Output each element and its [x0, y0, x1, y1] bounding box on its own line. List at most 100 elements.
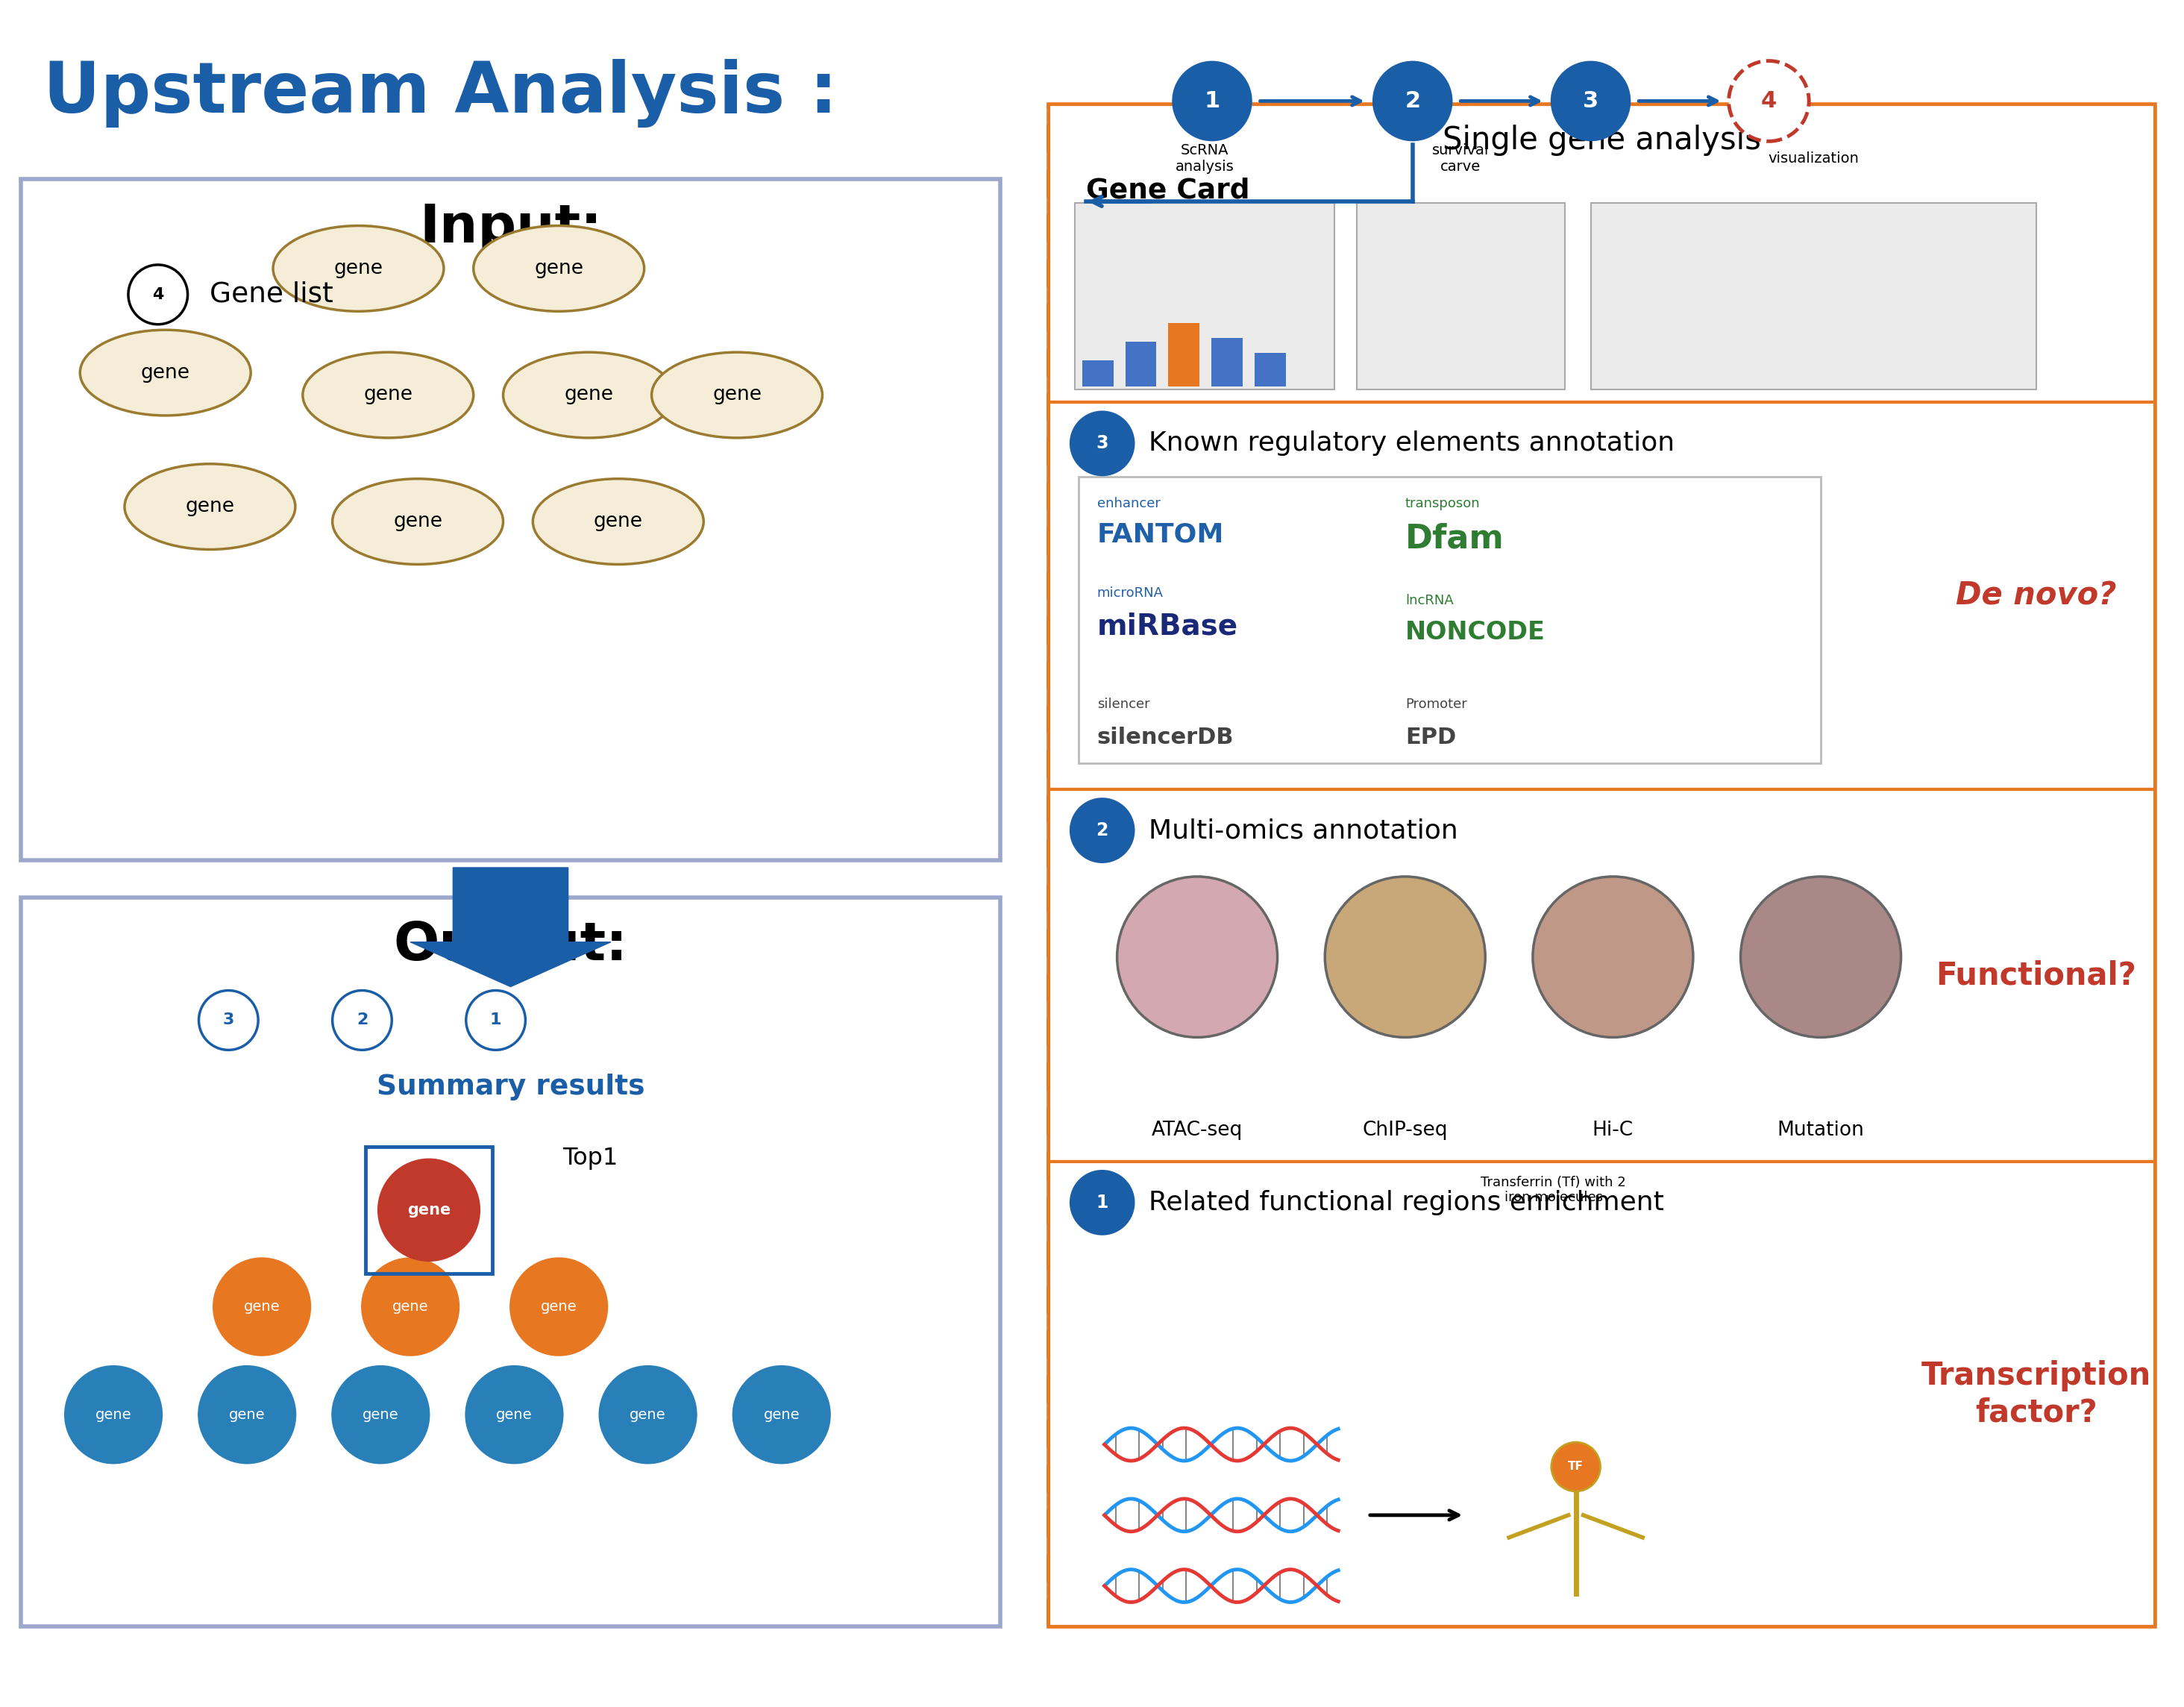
Text: 2: 2: [356, 1012, 367, 1028]
Text: gene: gene: [363, 1408, 400, 1422]
Circle shape: [1551, 61, 1631, 142]
Text: Multi-omics annotation: Multi-omics annotation: [1149, 818, 1459, 843]
Text: gene: gene: [496, 1408, 533, 1422]
Bar: [20, 898, 1000, 1627]
Text: Summary results: Summary results: [376, 1074, 644, 1101]
Circle shape: [129, 265, 188, 324]
Circle shape: [332, 990, 391, 1050]
Text: lncRNA: lncRNA: [1404, 594, 1452, 608]
Bar: [1048, 104, 2156, 1627]
Text: gene: gene: [96, 1408, 131, 1422]
Circle shape: [332, 1366, 428, 1463]
Text: EPD: EPD: [1404, 727, 1457, 749]
Bar: [1125, 341, 1155, 386]
Text: Transferrin (Tf) with 2
iron molecules: Transferrin (Tf) with 2 iron molecules: [1481, 1176, 1627, 1205]
Text: De novo?: De novo?: [1955, 580, 2116, 611]
Ellipse shape: [124, 464, 295, 550]
Ellipse shape: [651, 352, 823, 437]
Circle shape: [601, 1366, 697, 1463]
Circle shape: [1070, 411, 1136, 476]
Circle shape: [66, 1366, 162, 1463]
FancyArrow shape: [411, 867, 612, 987]
Text: 4: 4: [153, 287, 164, 302]
Circle shape: [199, 1366, 295, 1463]
Ellipse shape: [332, 478, 502, 565]
Text: gene: gene: [542, 1299, 577, 1314]
Text: gene: gene: [393, 1299, 428, 1314]
Text: gene: gene: [186, 497, 234, 517]
Text: visualization: visualization: [1767, 152, 1859, 166]
Text: Single gene analysis: Single gene analysis: [1444, 125, 1760, 155]
Circle shape: [511, 1258, 607, 1355]
Text: NONCODE: NONCODE: [1404, 620, 1546, 644]
Circle shape: [378, 1159, 480, 1260]
Ellipse shape: [502, 352, 675, 437]
Bar: [365, 1147, 491, 1273]
Text: miRBase: miRBase: [1096, 613, 1238, 640]
Bar: [1254, 353, 1286, 386]
Text: gene: gene: [712, 386, 762, 405]
Bar: [1075, 203, 1334, 389]
Text: ScRNA
analysis: ScRNA analysis: [1175, 143, 1234, 174]
Text: Mutation: Mutation: [1778, 1121, 1865, 1140]
Text: gene: gene: [393, 512, 443, 531]
Bar: [20, 179, 1000, 860]
Circle shape: [1326, 877, 1485, 1038]
Bar: [1048, 790, 2156, 1162]
Bar: [1590, 203, 2035, 389]
Text: 2: 2: [1096, 821, 1107, 840]
Text: 1: 1: [1096, 1193, 1107, 1212]
Circle shape: [1173, 61, 1251, 142]
Bar: [1079, 476, 1821, 763]
Circle shape: [734, 1366, 830, 1463]
Text: gene: gene: [535, 259, 583, 278]
Text: Promoter: Promoter: [1404, 698, 1468, 712]
Bar: [1356, 203, 1564, 389]
Text: TF: TF: [1568, 1461, 1583, 1473]
Circle shape: [465, 1366, 563, 1463]
Ellipse shape: [273, 225, 443, 311]
Text: survival
carve: survival carve: [1433, 143, 1489, 174]
Text: Output:: Output:: [393, 920, 627, 971]
Text: gene: gene: [594, 512, 642, 531]
Circle shape: [1741, 877, 1900, 1038]
Text: gene: gene: [334, 259, 382, 278]
Text: Upstream Analysis :: Upstream Analysis :: [44, 60, 836, 128]
Text: gene: gene: [229, 1408, 264, 1422]
Bar: [1168, 323, 1199, 386]
Text: Top1: Top1: [563, 1147, 618, 1169]
Ellipse shape: [474, 225, 644, 311]
Text: silencerDB: silencerDB: [1096, 727, 1234, 749]
Text: gene: gene: [363, 386, 413, 405]
Text: 1: 1: [489, 1012, 502, 1028]
Text: gene: gene: [563, 386, 614, 405]
Bar: [1048, 104, 2156, 403]
Ellipse shape: [304, 352, 474, 437]
Text: gene: gene: [629, 1408, 666, 1422]
Ellipse shape: [533, 478, 703, 565]
Text: Functional?: Functional?: [1935, 959, 2136, 992]
Text: Input:: Input:: [419, 201, 603, 253]
Ellipse shape: [81, 329, 251, 415]
Text: 3: 3: [1096, 435, 1107, 452]
Text: gene: gene: [406, 1202, 450, 1217]
Text: ATAC-seq: ATAC-seq: [1151, 1121, 1243, 1140]
Text: Gene Card: Gene Card: [1085, 178, 1249, 203]
Text: ChIP-seq: ChIP-seq: [1363, 1121, 1448, 1140]
Bar: [1048, 403, 2156, 790]
Bar: [1212, 338, 1243, 386]
Text: 3: 3: [1583, 90, 1599, 113]
Circle shape: [363, 1258, 459, 1355]
Text: transposon: transposon: [1404, 497, 1481, 510]
Circle shape: [1533, 877, 1693, 1038]
Text: silencer: silencer: [1096, 698, 1149, 712]
Circle shape: [465, 990, 526, 1050]
Text: Known regulatory elements annotation: Known regulatory elements annotation: [1149, 430, 1675, 456]
Circle shape: [214, 1258, 310, 1355]
Circle shape: [1070, 797, 1136, 864]
Text: microRNA: microRNA: [1096, 586, 1164, 599]
Bar: [1083, 360, 1114, 386]
Text: 3: 3: [223, 1012, 234, 1028]
Circle shape: [1730, 61, 1808, 142]
Text: Dfam: Dfam: [1404, 522, 1505, 555]
